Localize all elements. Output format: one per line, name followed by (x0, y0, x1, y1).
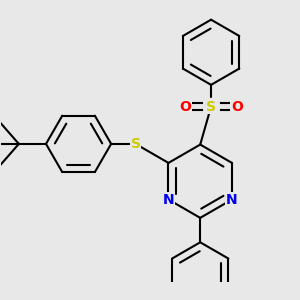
Text: O: O (231, 100, 243, 114)
Text: S: S (206, 100, 216, 114)
Text: S: S (130, 137, 141, 151)
Text: N: N (226, 193, 238, 206)
Text: N: N (163, 193, 174, 206)
Text: O: O (179, 100, 191, 114)
